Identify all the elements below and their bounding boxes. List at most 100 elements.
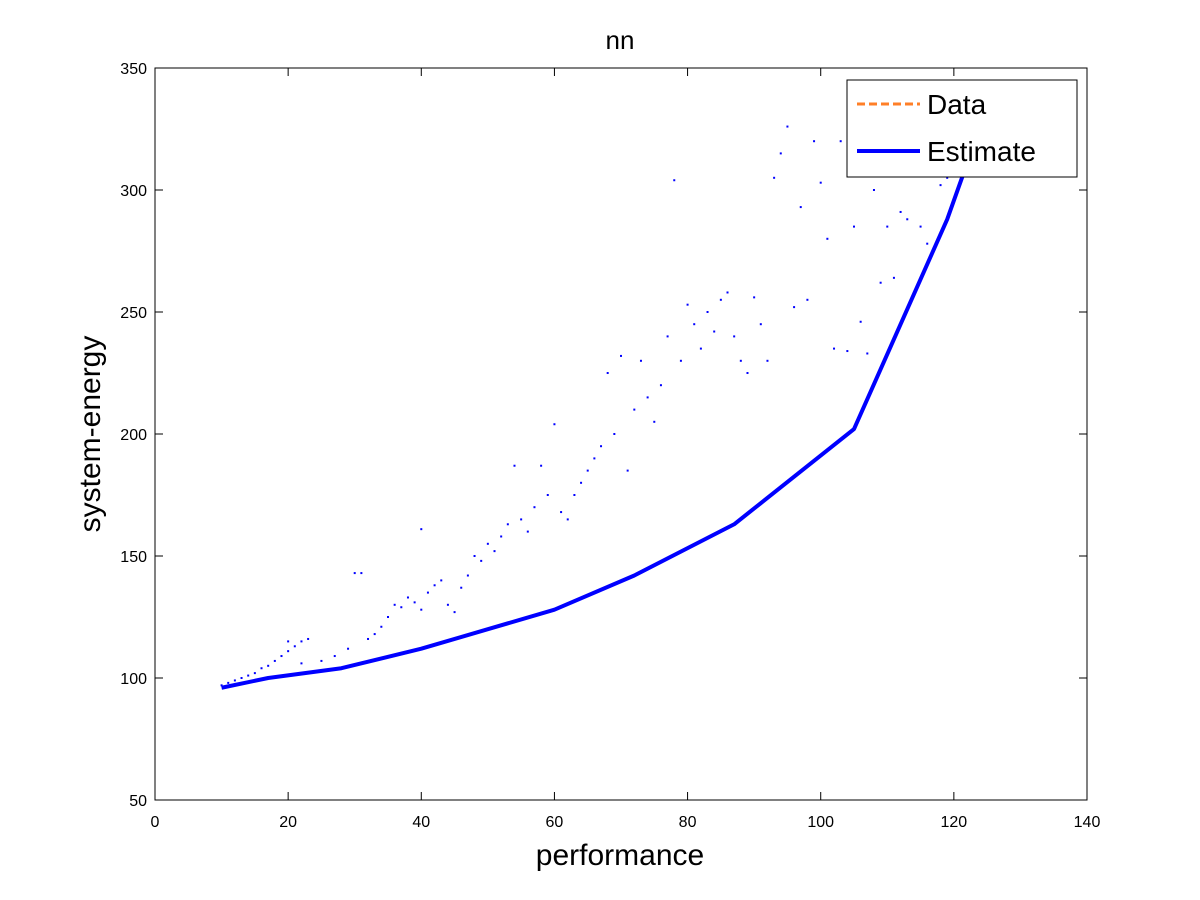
data-point <box>360 572 363 575</box>
data-point <box>826 237 829 240</box>
data-point <box>440 579 443 582</box>
legend-label-estimate: Estimate <box>927 136 1036 167</box>
y-tick-label: 300 <box>120 183 147 200</box>
data-point <box>293 645 296 648</box>
estimate-line <box>221 162 970 690</box>
x-tick-label: 20 <box>279 814 297 831</box>
y-tick-label: 50 <box>129 793 147 810</box>
data-point <box>799 206 802 209</box>
y-tick-label: 350 <box>120 61 147 78</box>
data-point <box>387 616 389 618</box>
data-point <box>753 296 756 299</box>
y-tick-label: 250 <box>120 305 147 322</box>
data-point <box>320 659 323 662</box>
data-point <box>287 640 290 643</box>
data-point <box>566 518 569 521</box>
y-tick-label: 200 <box>120 427 147 444</box>
data-point <box>639 359 642 362</box>
data-point <box>853 225 855 228</box>
data-point <box>300 662 303 665</box>
data-point <box>626 469 629 472</box>
legend-box <box>846 79 1078 178</box>
data-point <box>546 494 549 496</box>
data-point <box>506 523 509 526</box>
x-tick-label: 60 <box>546 814 564 831</box>
x-axis-ticks: 0 20 40 60 80 100 120 140 <box>151 68 1100 831</box>
data-point <box>746 372 749 374</box>
x-tick-label: 40 <box>412 814 430 831</box>
data-point <box>686 303 689 306</box>
legend-label-data: Data <box>927 89 987 120</box>
data-point <box>886 225 889 228</box>
data-point <box>406 596 409 599</box>
data-point <box>553 423 556 426</box>
data-point <box>926 242 929 245</box>
data-point <box>646 396 649 399</box>
data-point <box>833 347 836 350</box>
x-tick-label: 80 <box>679 814 697 831</box>
data-point <box>353 572 356 575</box>
data-point <box>759 323 762 326</box>
data-point <box>486 542 489 545</box>
data-point <box>699 347 702 350</box>
data-point <box>520 518 523 521</box>
data-point <box>939 184 942 187</box>
data-point <box>533 506 536 509</box>
data-point <box>879 281 882 284</box>
data-point <box>839 140 842 143</box>
data-point <box>540 464 543 467</box>
data-point <box>513 464 516 467</box>
data-point <box>227 681 230 684</box>
data-point <box>400 606 403 609</box>
data-point <box>446 603 449 606</box>
data-point <box>307 637 310 640</box>
y-axis-ticks: 50 100 150 200 250 300 350 <box>120 61 1087 810</box>
plot-frame <box>154 67 1088 801</box>
data-point <box>806 298 809 301</box>
data-point <box>420 528 423 531</box>
data-point <box>906 218 909 221</box>
data-point <box>273 659 276 662</box>
data-point <box>719 298 722 301</box>
data-point <box>473 555 476 557</box>
data-point <box>819 181 822 184</box>
data-point <box>480 559 483 562</box>
data-point <box>466 574 469 577</box>
data-point <box>453 611 456 614</box>
y-axis-label: system-energy <box>74 336 107 533</box>
data-point <box>367 637 370 640</box>
data-point <box>793 306 796 309</box>
data-point <box>766 359 769 362</box>
data-point <box>253 672 256 675</box>
data-point <box>786 125 789 128</box>
data-point <box>606 372 609 374</box>
data-point <box>460 586 463 589</box>
data-point <box>733 335 736 338</box>
data-point <box>620 354 622 357</box>
data-point <box>413 601 416 604</box>
data-point <box>420 608 423 611</box>
data-point <box>653 420 656 423</box>
data-point <box>706 311 709 313</box>
data-point <box>373 633 376 636</box>
data-point <box>267 664 270 667</box>
data-point <box>739 359 742 362</box>
plot-area <box>154 67 1088 801</box>
data-point <box>240 677 243 679</box>
data-point <box>846 350 849 353</box>
data-point <box>866 352 869 355</box>
data-point <box>779 152 782 155</box>
y-tick-label: 150 <box>120 549 147 566</box>
data-point <box>679 359 682 362</box>
data-point <box>713 330 716 333</box>
data-point <box>260 667 263 670</box>
data-point <box>813 140 816 143</box>
data-point <box>560 511 563 514</box>
data-point <box>659 384 662 387</box>
data-point <box>380 625 383 628</box>
data-point <box>872 189 875 191</box>
data-point <box>393 603 396 606</box>
data-point <box>586 469 589 472</box>
data-point <box>493 550 496 553</box>
